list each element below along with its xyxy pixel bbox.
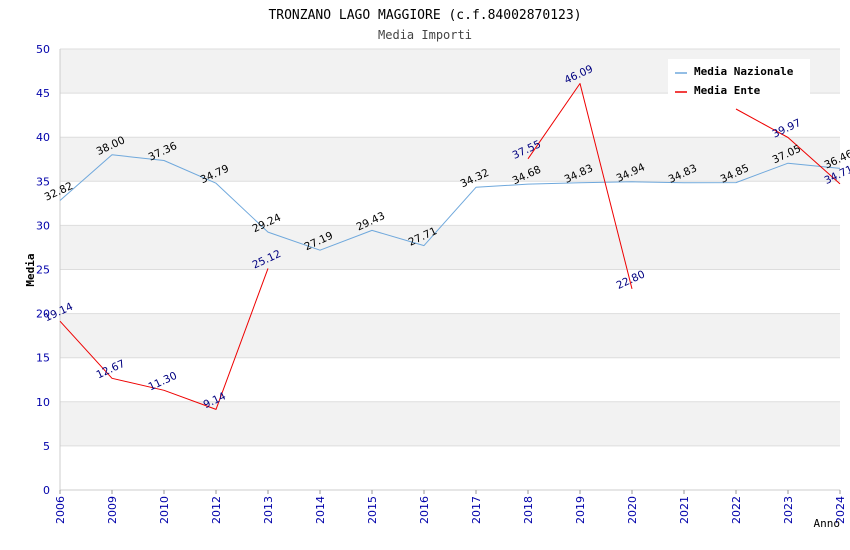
plot-band [60, 269, 840, 314]
y-tick-label: 0 [43, 484, 50, 497]
y-tick-label: 35 [36, 175, 50, 188]
legend-box [668, 59, 810, 99]
legend-label-media-ente: Media Ente [694, 84, 761, 97]
x-tick-label: 2015 [366, 496, 379, 524]
plot-band [60, 137, 840, 182]
x-tick-label: 2009 [106, 496, 119, 524]
y-tick-label: 45 [36, 87, 50, 100]
x-tick-label: 2023 [782, 496, 795, 524]
y-tick-label: 15 [36, 352, 50, 365]
x-tick-label: 2012 [210, 496, 223, 524]
y-tick-label: 50 [36, 43, 50, 56]
plot-band [60, 181, 840, 226]
chart-subtitle: Media Importi [378, 28, 472, 42]
y-tick-label: 5 [43, 440, 50, 453]
y-tick-label: 40 [36, 131, 50, 144]
legend: Media Nazionale Media Ente [668, 59, 810, 99]
series-line-media-ente [527, 83, 633, 290]
series-lines [59, 83, 841, 410]
y-tick-label: 10 [36, 396, 50, 409]
plot-band [60, 401, 840, 446]
x-tick-label: 2018 [522, 496, 535, 524]
plot-bands [60, 49, 840, 490]
y-axis-label: Media [24, 253, 37, 286]
x-tick-label: 2006 [54, 496, 67, 524]
plot-band [60, 313, 840, 358]
x-tick-label: 2017 [470, 496, 483, 524]
legend-label-media-nazionale: Media Nazionale [694, 65, 794, 78]
x-tick-label: 2024 [834, 496, 847, 524]
y-tick-label: 20 [36, 308, 50, 321]
x-tick-label: 2021 [678, 496, 691, 524]
x-tick-label: 2010 [158, 496, 171, 524]
plot-band [60, 445, 840, 490]
series-line-media-ente [735, 108, 841, 185]
x-tick-label: 2014 [314, 496, 327, 524]
chart-title: TRONZANO LAGO MAGGIORE (c.f.84002870123) [268, 8, 581, 23]
y-tick-label: 25 [36, 264, 50, 277]
y-tick-label: 30 [36, 219, 50, 232]
series-line-media-ente [59, 268, 269, 410]
plot-band [60, 225, 840, 270]
x-axis-label: Anno [814, 517, 841, 530]
axes: 0 5 10 15 20 25 30 35 40 45 50 2006 2009 2010 2012 2013… [36, 43, 847, 524]
x-tick-label: 2013 [262, 496, 275, 524]
plot-band [60, 357, 840, 402]
x-tick-label: 2020 [626, 496, 639, 524]
x-tick-label: 2019 [574, 496, 587, 524]
series-line-media-nazionale [59, 154, 841, 251]
x-tick-label: 2022 [730, 496, 743, 524]
x-tick-label: 2016 [418, 496, 431, 524]
plot-band [60, 93, 840, 138]
